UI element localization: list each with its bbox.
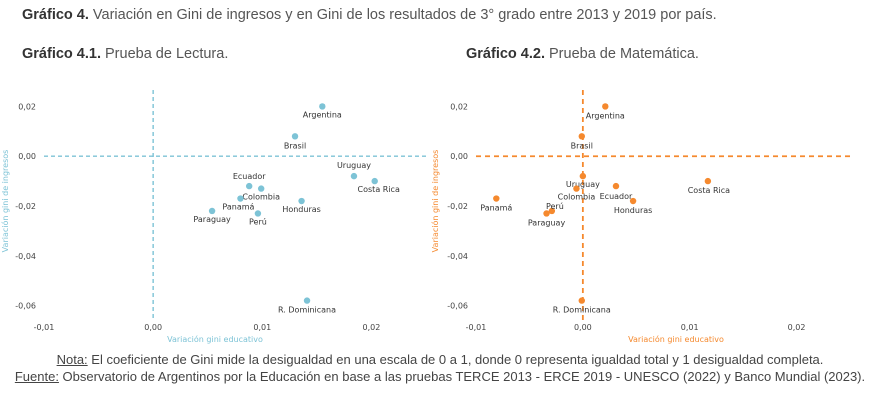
reading-scatter-chart: 0,02 0,00 -0,02 -0,04 -0,06 -0,01 0,00 0,01 0,02…: [0, 90, 426, 344]
source-text: Observatorio de Argentinos por la Educac…: [58, 369, 866, 384]
point-label: Costa Rica: [358, 185, 400, 194]
y-tick-label: -0,06: [15, 302, 36, 311]
point-label: Uruguay: [566, 180, 600, 189]
data-point: [303, 297, 311, 304]
point-label: Costa Rica: [688, 186, 730, 195]
point-label: Brasil: [571, 141, 593, 150]
data-point: [254, 210, 262, 217]
x-tick-label: 0,01: [681, 323, 699, 332]
data-point: [291, 133, 299, 140]
y-tick-label: -0,04: [447, 252, 468, 261]
point-label: Uruguay: [337, 161, 371, 170]
data-point: [602, 103, 609, 110]
x-axis-title: Variación gini educativo: [167, 334, 263, 344]
x-tick-label: 0,00: [144, 323, 162, 332]
chart-1-title-bold: Gráfico 4.1.: [22, 46, 101, 62]
x-tick-label: -0,01: [34, 323, 55, 332]
y-tick-label: -0,02: [15, 202, 36, 211]
data-point: [208, 207, 216, 215]
point-label: Perú: [546, 202, 564, 211]
x-tick-label: 0,00: [574, 323, 592, 332]
figure-title-text: Variación en Gini de ingresos y en Gini …: [88, 7, 717, 23]
data-point: [257, 185, 265, 192]
source-line: Fuente: Observatorio de Argentinos por l…: [0, 368, 880, 385]
data-point: [319, 103, 326, 110]
y-tick-label: 0,02: [450, 102, 468, 111]
figure-title: Gráfico 4. Variación en Gini de ingresos…: [22, 7, 717, 23]
y-tick-label: 0,02: [18, 102, 36, 111]
footnotes: Nota: El coeficiente de Gini mide la des…: [0, 351, 880, 385]
point-label: Honduras: [614, 206, 653, 215]
point-label: Panamá: [480, 204, 512, 213]
chart-1-title: Gráfico 4.1. Prueba de Lectura.: [22, 46, 228, 62]
y-tick-label: 0,00: [450, 152, 468, 161]
data-point: [704, 177, 712, 185]
data-point: [578, 133, 585, 140]
chart-2-title-text: Prueba de Matemática.: [544, 46, 699, 62]
note-label: Nota:: [56, 352, 88, 367]
note-text: El coeficiente de Gini mide la desiguald…: [87, 352, 824, 367]
point-label: Brasil: [284, 141, 306, 150]
chart-1-title-text: Prueba de Lectura.: [100, 46, 229, 62]
chart-2-title: Gráfico 4.2. Prueba de Matemática.: [466, 46, 699, 62]
point-label: Colombia: [558, 193, 596, 202]
data-point: [237, 195, 244, 202]
point-label: Honduras: [282, 205, 321, 214]
point-label: Ecuador: [600, 192, 633, 201]
y-tick-label: -0,02: [447, 202, 468, 211]
point-label: Paraguay: [528, 218, 566, 227]
y-tick-label: 0,00: [18, 152, 36, 161]
y-axis-title: Variación gini de ingresos: [0, 150, 10, 253]
x-tick-label: 0,02: [788, 323, 806, 332]
math-scatter-chart: 0,02 0,00 -0,02 -0,04 -0,06 -0,01 0,00 0,01 0,02…: [430, 90, 850, 344]
data-point: [612, 182, 620, 190]
chart-2-title-bold: Gráfico 4.2.: [466, 46, 545, 62]
data-point: [245, 182, 253, 190]
x-axis-title: Variación gini educativo: [628, 334, 724, 344]
x-tick-label: 0,01: [253, 323, 271, 332]
data-point: [573, 185, 580, 192]
point-label: Argentina: [586, 111, 625, 120]
point-label: Colombia: [242, 193, 280, 202]
data-point: [579, 172, 587, 180]
data-point: [371, 177, 378, 185]
data-point: [298, 197, 305, 205]
data-point: [629, 197, 637, 205]
data-point: [548, 207, 556, 215]
point-label: R. Dominicana: [553, 306, 611, 315]
data-point: [543, 210, 550, 217]
data-point: [493, 195, 500, 202]
y-tick-label: -0,04: [15, 252, 36, 261]
point-label: Panamá: [222, 203, 254, 212]
data-point: [578, 297, 585, 304]
figure-title-bold: Gráfico 4.: [22, 7, 89, 23]
note-line: Nota: El coeficiente de Gini mide la des…: [0, 351, 880, 368]
data-point: [350, 172, 358, 180]
source-label: Fuente:: [14, 369, 59, 384]
x-tick-label: -0,01: [466, 323, 487, 332]
y-axis-title: Variación gini de ingresos: [430, 150, 440, 253]
x-tick-label: 0,02: [363, 323, 381, 332]
y-tick-label: -0,06: [447, 302, 468, 311]
point-label: Perú: [249, 217, 267, 226]
point-label: R. Dominicana: [278, 306, 336, 315]
point-label: Ecuador: [233, 172, 266, 181]
point-label: Paraguay: [193, 215, 231, 224]
point-label: Argentina: [303, 110, 342, 119]
